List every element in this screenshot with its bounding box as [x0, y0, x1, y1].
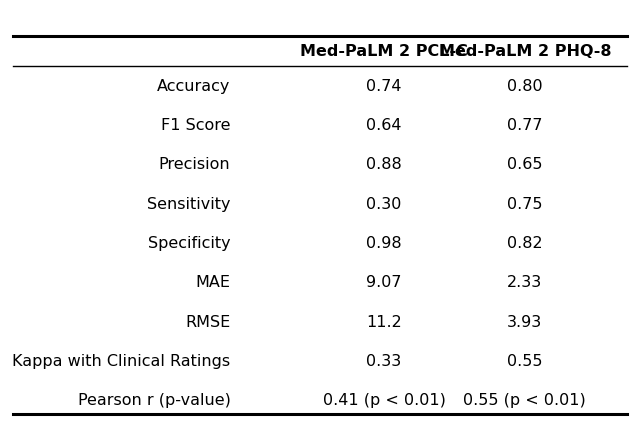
Text: 9.07: 9.07	[366, 275, 402, 290]
Text: 2.33: 2.33	[507, 275, 543, 290]
Text: Kappa with Clinical Ratings: Kappa with Clinical Ratings	[12, 353, 230, 368]
Text: 0.30: 0.30	[366, 196, 402, 211]
Text: 0.98: 0.98	[366, 236, 402, 250]
Text: 0.41 (p < 0.01): 0.41 (p < 0.01)	[323, 393, 445, 407]
Text: 0.55: 0.55	[507, 353, 543, 368]
Text: 0.33: 0.33	[366, 353, 402, 368]
Text: Precision: Precision	[159, 157, 230, 172]
Text: RMSE: RMSE	[185, 314, 230, 329]
Text: 0.88: 0.88	[366, 157, 402, 172]
Text: 0.75: 0.75	[507, 196, 543, 211]
Text: Pearson r (p-value): Pearson r (p-value)	[77, 393, 230, 407]
Text: 0.80: 0.80	[507, 79, 543, 93]
Text: 0.64: 0.64	[366, 118, 402, 133]
Text: 3.93: 3.93	[507, 314, 543, 329]
Text: Med-PaLM 2 PCL-C: Med-PaLM 2 PCL-C	[300, 44, 468, 59]
Text: 0.65: 0.65	[507, 157, 543, 172]
Text: 0.55 (p < 0.01): 0.55 (p < 0.01)	[463, 393, 586, 407]
Text: 0.82: 0.82	[507, 236, 543, 250]
Text: Sensitivity: Sensitivity	[147, 196, 230, 211]
Text: Med-PaLM 2 PHQ-8: Med-PaLM 2 PHQ-8	[438, 44, 611, 59]
Text: Specificity: Specificity	[148, 236, 230, 250]
Text: F1 Score: F1 Score	[161, 118, 230, 133]
Text: 0.74: 0.74	[366, 79, 402, 93]
Text: MAE: MAE	[195, 275, 230, 290]
Text: Accuracy: Accuracy	[157, 79, 230, 93]
Text: 11.2: 11.2	[366, 314, 402, 329]
Text: 0.77: 0.77	[507, 118, 543, 133]
